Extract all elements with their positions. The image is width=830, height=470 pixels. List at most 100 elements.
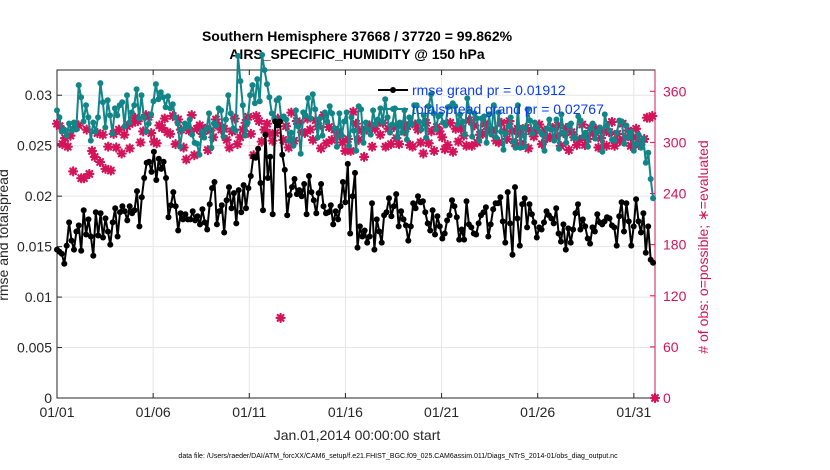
rmse-marker	[284, 212, 291, 219]
rmse-marker	[502, 239, 509, 246]
rmse-marker	[356, 223, 363, 230]
obs-evaluated-marker	[453, 136, 464, 147]
spread-marker	[524, 106, 531, 113]
spread-marker	[222, 116, 229, 123]
y2-tick-label: 300	[663, 134, 687, 150]
rmse-marker	[85, 216, 92, 223]
rmse-marker	[216, 208, 223, 215]
spread-marker	[266, 94, 273, 101]
obs-evaluated-marker	[348, 106, 359, 117]
rmse-marker	[538, 226, 545, 233]
rmse-marker	[58, 250, 65, 257]
rmse-marker	[337, 203, 344, 210]
rmse-marker	[189, 208, 196, 215]
x-tick-label: 01/01	[39, 404, 74, 420]
rmse-marker	[388, 213, 395, 220]
rmse-marker	[364, 239, 371, 246]
rmse-marker	[441, 230, 448, 237]
rmse-marker	[519, 201, 526, 208]
spread-marker	[370, 107, 377, 114]
spread-marker	[416, 118, 422, 125]
rmse-marker	[369, 200, 375, 207]
y-tick-label: 0.03	[25, 87, 52, 103]
rmse-marker	[175, 227, 182, 234]
rmse-marker	[352, 169, 358, 176]
rmse-marker	[320, 203, 327, 210]
rmse-marker	[121, 208, 128, 215]
spread-marker	[321, 109, 328, 116]
spread-marker	[471, 110, 478, 117]
rmse-marker	[107, 241, 114, 248]
x-axis-label: Jan.01,2014 00:00:00 start	[274, 427, 441, 443]
spread-marker	[288, 129, 295, 136]
spread-marker	[114, 112, 121, 119]
spread-marker	[638, 144, 644, 151]
obs-evaluated-marker	[116, 148, 127, 159]
spread-marker	[454, 121, 461, 128]
obs-evaluated-marker	[375, 129, 386, 140]
spread-marker	[425, 103, 432, 110]
rmse-marker	[512, 184, 518, 191]
spread-marker	[452, 103, 459, 110]
spread-marker	[95, 114, 101, 121]
rmse-marker	[361, 227, 368, 234]
spread-marker	[162, 104, 169, 111]
rmse-marker	[114, 233, 121, 240]
obs-evaluated-marker	[159, 113, 170, 124]
y-axis-label: rmse and totalspread	[0, 169, 11, 301]
rmse-marker	[153, 177, 160, 183]
rmse-marker	[97, 210, 104, 217]
y2-tick-label: 0	[663, 390, 671, 406]
spread-marker	[128, 109, 135, 116]
spread-marker	[276, 95, 282, 102]
x-tick-label: 01/11	[232, 404, 266, 420]
spread-marker	[227, 110, 234, 117]
spread-marker	[625, 134, 632, 141]
rmse-marker	[330, 221, 337, 228]
rmse-marker	[90, 252, 97, 259]
rmse-marker	[376, 228, 383, 235]
rmse-marker	[228, 205, 235, 212]
rmse-marker	[393, 191, 400, 198]
spread-marker	[75, 82, 82, 89]
rmse-marker	[412, 205, 419, 212]
spread-marker	[495, 109, 502, 116]
rmse-marker	[235, 187, 242, 194]
rmse-marker	[92, 209, 99, 216]
rmse-marker	[427, 227, 434, 234]
spread-marker	[133, 86, 140, 93]
rmse-marker	[75, 222, 82, 229]
rmse-marker	[521, 195, 528, 202]
obs-evaluated-marker	[97, 129, 108, 140]
rmse-marker	[163, 175, 169, 181]
rmse-marker	[238, 209, 245, 216]
spread-marker	[302, 112, 309, 119]
rmse-marker	[252, 154, 259, 161]
rmse-marker	[451, 203, 458, 210]
spread-marker	[78, 94, 85, 101]
spread-marker	[232, 127, 239, 134]
obs-evaluated-marker	[245, 128, 257, 139]
spread-marker	[326, 103, 333, 110]
obs-evaluated-marker	[151, 138, 162, 149]
spread-marker	[408, 121, 415, 128]
rmse-marker	[572, 210, 579, 217]
rmse-marker	[487, 221, 494, 228]
rmse-marker	[301, 181, 308, 187]
obs-evaluated-marker	[119, 129, 130, 140]
spread-marker	[510, 138, 517, 145]
rmse-marker	[126, 203, 133, 210]
rmse-marker	[68, 237, 75, 244]
rmse-marker	[257, 180, 264, 186]
rmse-marker	[310, 197, 317, 204]
rmse-marker	[638, 229, 644, 236]
obs-evaluated-marker	[358, 151, 370, 162]
obs-evaluated-marker	[593, 142, 604, 153]
rmse-marker	[526, 201, 533, 208]
spread-marker	[194, 140, 200, 147]
obs-evaluated-marker	[68, 166, 79, 177]
rmse-marker	[296, 187, 303, 194]
spread-marker	[235, 52, 241, 59]
rmse-marker	[308, 189, 315, 196]
spread-marker	[186, 116, 193, 123]
